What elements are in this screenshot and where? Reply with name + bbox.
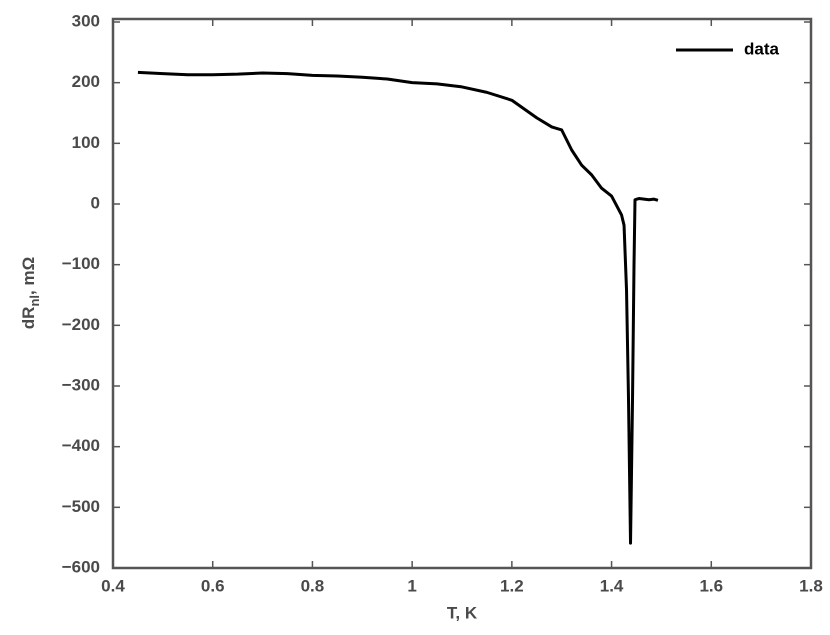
y-tick-label: 300 (72, 11, 100, 30)
y-tick-label: −400 (62, 436, 100, 455)
y-label-main: dR (19, 307, 38, 330)
x-tick-label: 1 (407, 576, 416, 595)
x-tick-label: 1.4 (600, 576, 624, 595)
x-tick-label: 0.8 (301, 576, 325, 595)
x-axis-label: T, K (447, 603, 478, 622)
y-tick-label: −500 (62, 497, 100, 516)
legend-label: data (744, 39, 780, 58)
y-tick-label: 0 (91, 193, 100, 212)
y-label-rest: , mΩ (19, 257, 38, 295)
y-tick-label: −300 (62, 375, 100, 394)
x-tick-label: 0.4 (101, 576, 125, 595)
y-tick-label: −100 (62, 254, 100, 273)
y-tick-label: 100 (72, 133, 100, 152)
y-tick-label: −200 (62, 315, 100, 334)
x-tick-label: 0.6 (201, 576, 225, 595)
y-label-sub: nl (27, 295, 42, 307)
y-tick-label: −600 (62, 557, 100, 576)
y-axis-label: dRnl, mΩ (19, 257, 42, 329)
data-line (137, 70, 659, 545)
y-tick-label: 200 (72, 72, 100, 91)
x-tick-label: 1.2 (500, 576, 524, 595)
x-tick-label: 1.6 (699, 576, 723, 595)
x-tick-label: 1.8 (799, 576, 823, 595)
plot-frame (111, 17, 813, 570)
